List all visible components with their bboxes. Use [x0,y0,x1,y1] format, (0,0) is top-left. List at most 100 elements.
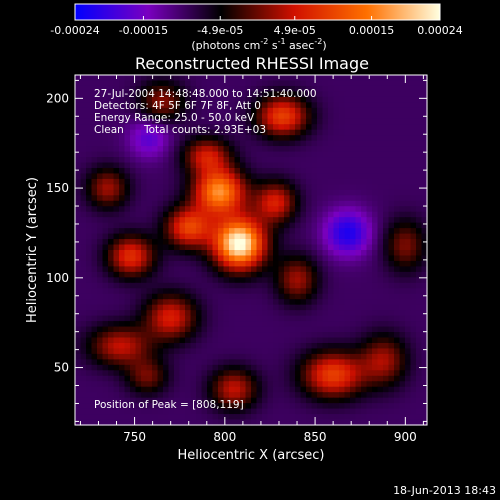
heatmap-cell [113,386,120,393]
heatmap-cell [256,342,263,350]
heatmap-cell [86,195,93,202]
heatmap-cell [251,184,258,191]
heatmap-cell [91,299,98,306]
heatmap-cell [355,414,362,421]
heatmap-cell [388,124,395,131]
heatmap-cell [102,129,109,136]
heatmap-cell [322,244,329,251]
heatmap-cell [196,315,203,322]
heatmap-cell [333,184,340,191]
heatmap-cell [97,113,104,120]
heatmap-cell [366,178,373,185]
heatmap-cell [113,326,120,333]
heatmap-cell [300,124,307,131]
heatmap-cell [251,299,258,306]
heatmap-cell [295,75,302,82]
heatmap-cell [383,403,390,410]
heatmap-cell [119,397,126,404]
heatmap-cell [185,211,192,218]
heatmap-cell [80,414,87,421]
heatmap-cell [278,364,285,371]
heatmap-cell [405,321,412,328]
heatmap-cell [300,359,307,366]
heatmap-cell [405,96,412,103]
heatmap-cell [306,211,313,218]
heatmap-cell [201,304,208,311]
heatmap-cell [273,184,280,191]
heatmap-cell [388,195,395,202]
heatmap-cell [91,255,98,262]
heatmap-cell [240,189,247,196]
heatmap-cell [86,392,93,399]
heatmap-cell [174,332,181,339]
heatmap-cell [240,293,247,300]
heatmap-cell [388,326,395,333]
heatmap-cell [75,107,82,114]
heatmap-cell [399,375,406,382]
heatmap-cell [410,342,417,350]
heatmap-cell [394,167,401,175]
heatmap-cell [366,310,373,317]
heatmap-cell [410,124,417,131]
heatmap-cell [383,255,390,262]
heatmap-cell [383,337,390,344]
heatmap-cell [322,271,329,278]
heatmap-cell [86,211,93,218]
heatmap-cell [218,364,225,371]
heatmap-cell [86,151,93,158]
heatmap-cell [130,140,137,147]
heatmap-cell [168,260,175,268]
heatmap-cell [152,293,159,300]
heatmap-cell [207,266,214,273]
heatmap-cell [152,91,159,98]
heatmap-cell [256,96,263,103]
heatmap-cell [394,129,401,136]
heatmap-cell [300,370,307,377]
heatmap-cell [355,364,362,371]
heatmap-cell [207,370,214,377]
heatmap-cell [405,200,412,207]
heatmap-cell [185,118,192,125]
heatmap-cell [251,326,258,333]
heatmap-cell [405,167,412,175]
heatmap-cell [410,91,417,98]
heatmap-cell [168,408,175,415]
heatmap-cell [416,75,423,82]
heatmap-cell [267,370,274,377]
heatmap-cell [163,332,170,339]
heatmap-cell [113,206,120,213]
heatmap-cell [135,113,142,120]
heatmap-cell [91,157,98,164]
heatmap-cell [388,288,395,295]
heatmap-cell [185,304,192,311]
heatmap-cell [339,189,346,196]
heatmap-cell [311,75,318,82]
heatmap-cell [383,359,390,366]
heatmap-cell [179,419,186,426]
heatmap-cell [377,250,384,257]
heatmap-cell [339,124,346,131]
heatmap-cell [163,282,170,289]
heatmap-cell [306,255,313,262]
heatmap-cell [201,244,208,251]
heatmap-cell [333,167,340,175]
heatmap-cell [300,408,307,415]
heatmap-cell [201,113,208,120]
heatmap-cell [207,217,214,224]
heatmap-cell [295,129,302,136]
heatmap-cell [405,386,412,393]
heatmap-cell [262,113,269,120]
heatmap-cell [256,146,263,153]
heatmap-cell [306,260,313,268]
heatmap-cell [141,359,148,366]
heatmap-cell [229,167,236,175]
heatmap-cell [240,85,247,93]
heatmap-cell [179,250,186,257]
heatmap-cell [317,211,324,218]
heatmap-cell [377,348,384,355]
heatmap-cell [366,321,373,328]
heatmap-cell [300,211,307,218]
heatmap-cell [410,326,417,333]
heatmap-cell [80,167,87,175]
heatmap-cell [141,96,148,103]
